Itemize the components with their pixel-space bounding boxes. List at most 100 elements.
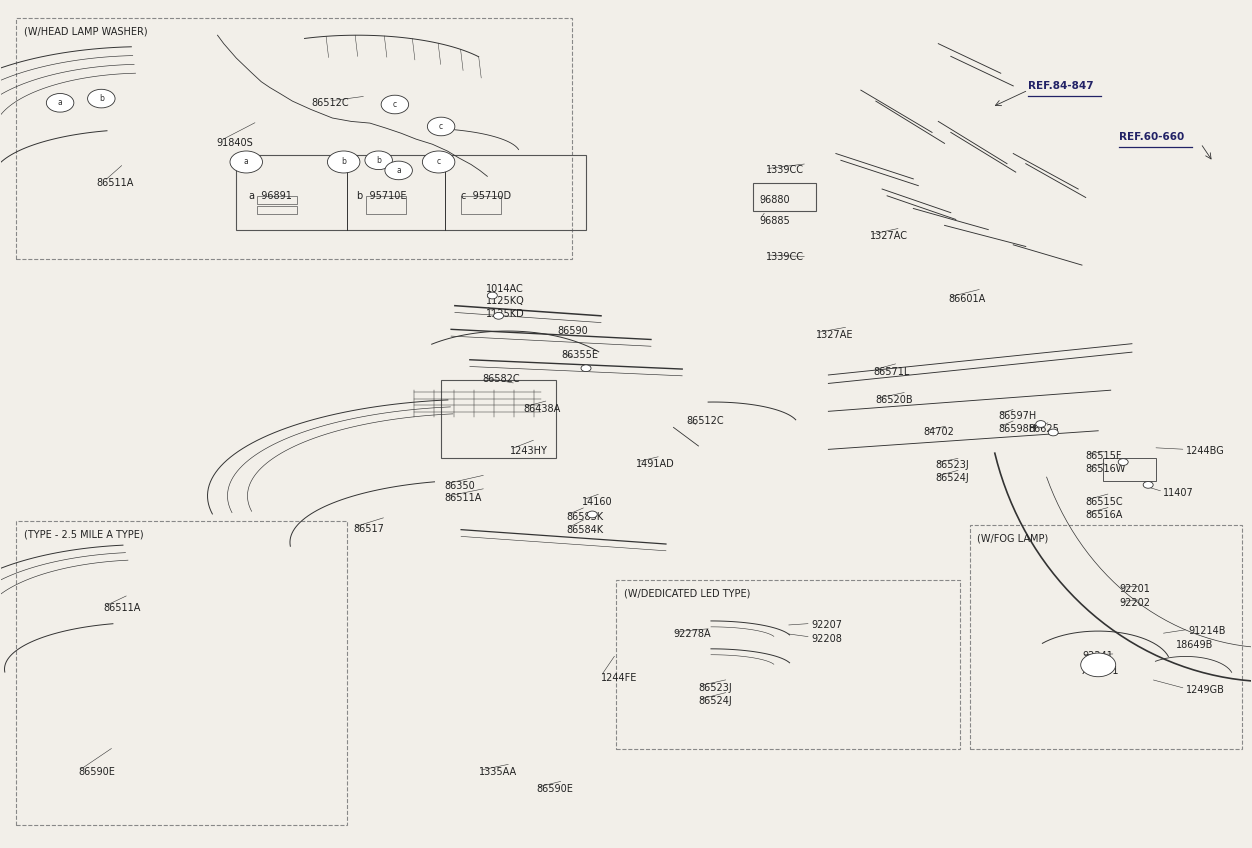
Text: c: c bbox=[393, 100, 397, 109]
Text: 86584K: 86584K bbox=[566, 526, 603, 535]
Text: 86524J: 86524J bbox=[935, 473, 969, 483]
Text: 1014AC: 1014AC bbox=[486, 284, 523, 293]
Text: 1327AE: 1327AE bbox=[816, 330, 854, 340]
Circle shape bbox=[88, 89, 115, 108]
Bar bbox=[1103, 458, 1156, 482]
Text: 1125KQ: 1125KQ bbox=[486, 297, 525, 306]
Text: a: a bbox=[58, 98, 63, 108]
Bar bbox=[366, 196, 406, 215]
Text: 84702: 84702 bbox=[923, 427, 954, 438]
Text: a: a bbox=[244, 158, 249, 166]
Circle shape bbox=[427, 117, 454, 136]
Text: (W/DEDICATED LED TYPE): (W/DEDICATED LED TYPE) bbox=[623, 589, 750, 599]
Text: 86515C: 86515C bbox=[1085, 497, 1123, 507]
Text: c: c bbox=[437, 158, 441, 166]
Text: 1327AC: 1327AC bbox=[870, 232, 908, 242]
Text: c: c bbox=[439, 122, 443, 131]
Circle shape bbox=[230, 151, 263, 173]
Text: 92278A: 92278A bbox=[674, 628, 711, 639]
Bar bbox=[16, 522, 347, 825]
Text: 86524J: 86524J bbox=[699, 696, 732, 706]
Text: 86516A: 86516A bbox=[1085, 510, 1123, 521]
Text: 86350: 86350 bbox=[444, 481, 476, 491]
Circle shape bbox=[1143, 482, 1153, 488]
Text: 1249GB: 1249GB bbox=[1186, 685, 1224, 695]
Text: 1125KD: 1125KD bbox=[486, 310, 525, 319]
Text: REF.60-660: REF.60-660 bbox=[1119, 131, 1184, 142]
Text: 86598H: 86598H bbox=[998, 424, 1037, 434]
Text: 86582C: 86582C bbox=[482, 374, 520, 384]
Text: 1339CC: 1339CC bbox=[766, 165, 804, 176]
Text: 1335AA: 1335AA bbox=[478, 767, 517, 778]
Text: 86523J: 86523J bbox=[699, 683, 732, 693]
Text: 92207: 92207 bbox=[811, 620, 841, 630]
Text: 86516W: 86516W bbox=[1085, 464, 1126, 474]
Circle shape bbox=[1080, 653, 1116, 677]
Circle shape bbox=[487, 293, 497, 298]
Text: 1244BG: 1244BG bbox=[1186, 446, 1224, 456]
Bar bbox=[461, 196, 501, 215]
Circle shape bbox=[493, 312, 503, 319]
Bar bbox=[754, 183, 816, 211]
Text: 86523J: 86523J bbox=[935, 460, 969, 470]
Text: 86597H: 86597H bbox=[998, 410, 1037, 421]
Text: b: b bbox=[342, 158, 346, 166]
Text: 86355E: 86355E bbox=[561, 349, 598, 360]
Text: c  95710D: c 95710D bbox=[461, 191, 511, 201]
Circle shape bbox=[364, 151, 392, 170]
Text: 86512C: 86512C bbox=[686, 416, 724, 427]
Text: 86571L: 86571L bbox=[874, 366, 910, 377]
Text: 86438A: 86438A bbox=[523, 404, 561, 414]
Text: 86601A: 86601A bbox=[948, 294, 985, 304]
Text: 86511A: 86511A bbox=[104, 603, 141, 613]
Text: (TYPE - 2.5 MILE A TYPE): (TYPE - 2.5 MILE A TYPE) bbox=[24, 530, 144, 539]
Bar bbox=[616, 580, 959, 750]
Text: (W/HEAD LAMP WASHER): (W/HEAD LAMP WASHER) bbox=[24, 27, 148, 36]
Text: b  95710E: b 95710E bbox=[357, 191, 407, 201]
Text: (W/FOG LAMP): (W/FOG LAMP) bbox=[977, 534, 1048, 544]
Text: 86511A: 86511A bbox=[444, 494, 482, 504]
Text: 86625: 86625 bbox=[1028, 424, 1059, 434]
Text: 92208: 92208 bbox=[811, 633, 841, 644]
Bar bbox=[969, 526, 1242, 750]
Text: 92202: 92202 bbox=[1119, 598, 1151, 608]
Circle shape bbox=[1118, 459, 1128, 466]
Text: 91214B: 91214B bbox=[1188, 626, 1226, 636]
Text: 86590E: 86590E bbox=[79, 767, 115, 778]
Text: 86590: 86590 bbox=[557, 326, 588, 336]
Text: 96885: 96885 bbox=[760, 216, 790, 226]
Bar bbox=[258, 196, 298, 204]
Text: 92241: 92241 bbox=[1082, 651, 1113, 661]
Circle shape bbox=[384, 161, 412, 180]
Text: 1243HY: 1243HY bbox=[510, 446, 547, 456]
Circle shape bbox=[1035, 421, 1045, 427]
Text: 86515F: 86515F bbox=[1085, 451, 1122, 461]
Circle shape bbox=[381, 95, 408, 114]
Text: a  96891: a 96891 bbox=[249, 191, 292, 201]
Circle shape bbox=[1048, 429, 1058, 436]
Circle shape bbox=[46, 93, 74, 112]
Bar bbox=[237, 155, 586, 230]
Text: b: b bbox=[99, 94, 104, 103]
Text: 1491AD: 1491AD bbox=[636, 459, 675, 469]
Text: REF.84-847: REF.84-847 bbox=[1028, 81, 1094, 91]
Text: 1339CC: 1339CC bbox=[766, 252, 804, 262]
Text: a: a bbox=[397, 166, 401, 175]
Text: 86583K: 86583K bbox=[566, 512, 603, 522]
Bar bbox=[441, 380, 556, 458]
Text: b: b bbox=[376, 156, 381, 165]
Text: 86511A: 86511A bbox=[96, 178, 134, 188]
Circle shape bbox=[328, 151, 359, 173]
Text: 86517: 86517 bbox=[353, 524, 384, 533]
Circle shape bbox=[422, 151, 454, 173]
Bar bbox=[258, 206, 298, 215]
Text: 11407: 11407 bbox=[1163, 488, 1194, 499]
Text: X92231: X92231 bbox=[1082, 666, 1119, 676]
Text: 14160: 14160 bbox=[582, 497, 613, 507]
Circle shape bbox=[581, 365, 591, 371]
Text: 86512C: 86512C bbox=[312, 98, 349, 108]
Text: 92201: 92201 bbox=[1119, 583, 1151, 594]
Text: 18649B: 18649B bbox=[1176, 640, 1213, 650]
Text: 86520B: 86520B bbox=[876, 395, 914, 405]
Bar bbox=[16, 19, 572, 259]
